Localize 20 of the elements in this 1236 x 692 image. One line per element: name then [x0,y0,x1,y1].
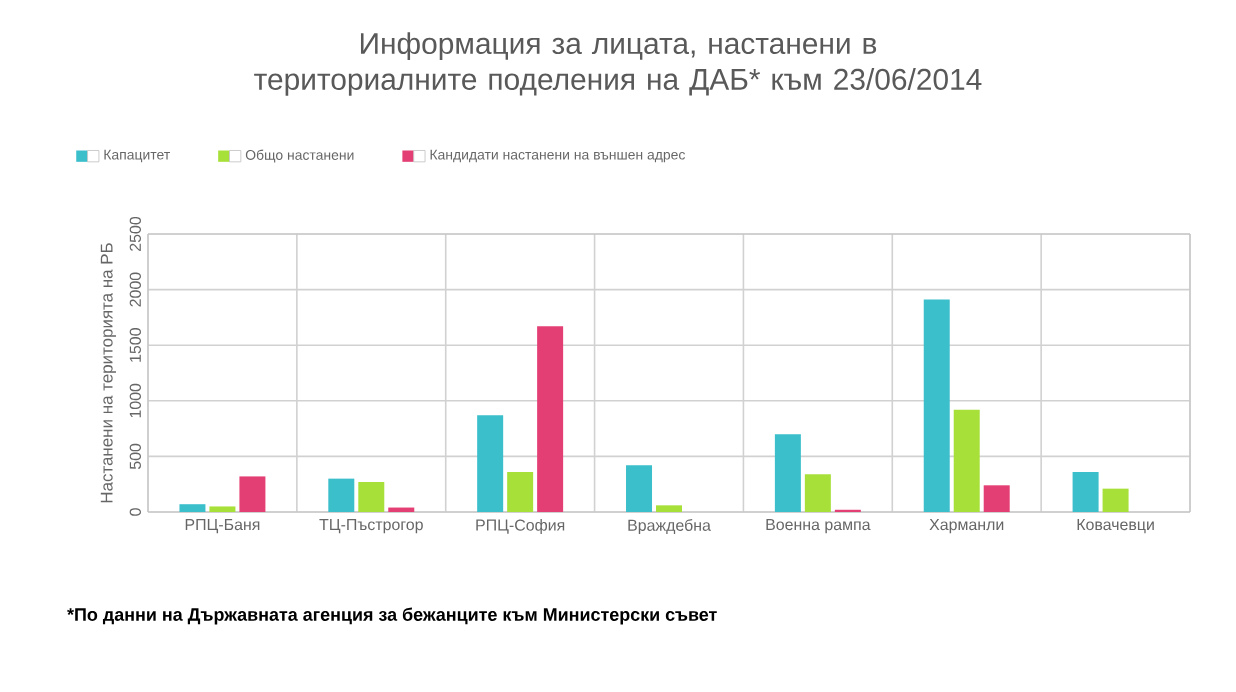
text: *По данни на Държавната агенция за бежанците към Министерски съвет [67,607,717,625]
bar [804,474,831,512]
bar [626,465,653,512]
bar [358,481,385,512]
y-axis-title: Настанени на територията на РБ [100,243,116,503]
bar [953,409,980,512]
bar [209,506,236,512]
bar [1102,488,1129,512]
bar [507,471,534,512]
bar [983,485,1010,512]
bar [656,505,683,512]
bar [1072,471,1099,512]
bar [239,476,266,512]
bar [328,478,355,512]
bar [537,326,564,512]
chart-title: Информация за лицата, настанени в териториалните поделения на ДАБ* към 23/06/2014 [254,32,982,96]
bar [477,415,504,512]
bar [774,434,801,512]
bar [179,504,206,512]
bar [923,299,950,512]
